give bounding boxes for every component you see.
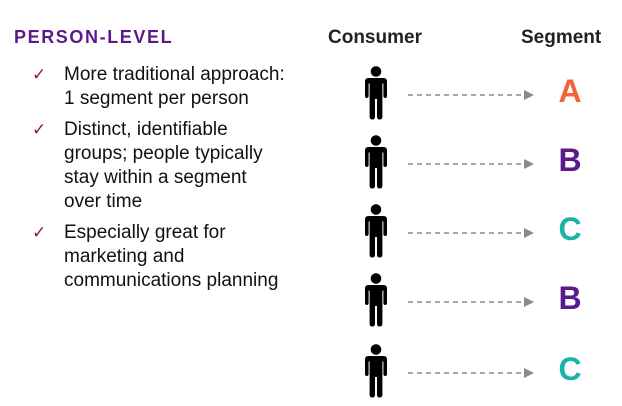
person-icon [362,344,390,398]
check-icon: ✓ [32,120,47,140]
bullet-line: stay within a segment [64,167,247,188]
bullet-line: marketing and [64,246,185,267]
segment-label: C [558,351,582,387]
person-icon [362,135,390,189]
dashed-arrow-icon [407,88,537,100]
person-icon [362,66,390,120]
consumer-row: B [0,273,622,333]
consumer-column-header: Consumer [328,27,422,48]
bullet-item: ✓ More traditional approach: 1 segment p… [32,63,312,111]
segment-label: A [558,73,582,109]
bullet-line: More traditional approach: [64,64,285,85]
person-icon [362,273,390,327]
check-icon: ✓ [32,65,47,85]
bullet-line: communications planning [64,270,279,291]
page-title: PERSON-LEVEL [14,27,174,47]
segment-column-header: Segment [521,27,602,48]
segment-label: C [558,211,582,247]
bullet-text: More traditional approach: 1 segment per… [64,63,312,111]
bullet-line: Distinct, identifiable [64,119,228,140]
person-icon [362,204,390,258]
bullet-item: ✓ Distinct, identifiable groups; people … [32,118,312,214]
consumer-row: A [0,66,622,126]
check-icon: ✓ [32,223,47,243]
consumer-row: C [0,204,622,264]
segment-label: B [558,142,582,178]
bullet-text: Distinct, identifiable groups; people ty… [64,118,312,214]
dashed-arrow-icon [407,157,537,169]
bullet-line: over time [64,191,143,212]
dashed-arrow-icon [407,366,537,378]
bullet-line: Especially great for [64,222,226,243]
bullet-line: groups; people typically [64,143,263,164]
consumer-row: C [0,344,622,404]
bullet-list: ✓ More traditional approach: 1 segment p… [32,63,312,300]
consumer-row: B [0,135,622,195]
dashed-arrow-icon [407,295,537,307]
bullet-text: Especially great for marketing and commu… [64,221,312,293]
segment-label: B [558,280,582,316]
bullet-item: ✓ Especially great for marketing and com… [32,221,312,293]
dashed-arrow-icon [407,226,537,238]
bullet-line: 1 segment per person [64,88,249,109]
